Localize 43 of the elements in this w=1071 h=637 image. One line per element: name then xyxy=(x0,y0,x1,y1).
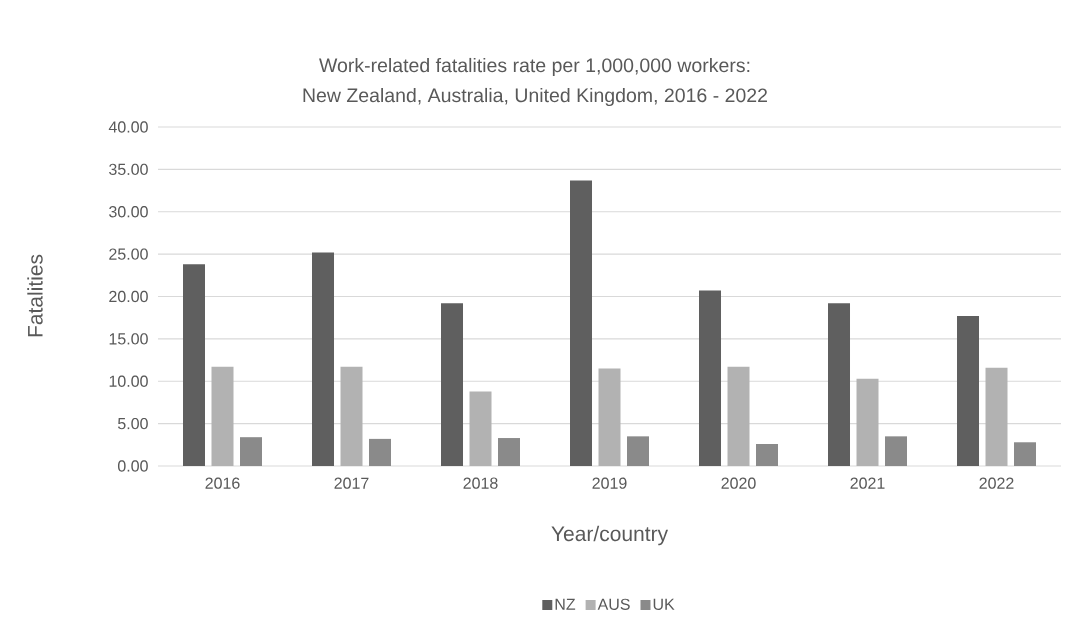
y-tick-label: 25.00 xyxy=(109,248,148,260)
x-tick-label: 2018 xyxy=(463,477,498,489)
bar xyxy=(856,378,879,467)
legend-label: NZ xyxy=(555,598,576,610)
legend-label: UK xyxy=(653,598,675,610)
x-axis-title: Year/country xyxy=(551,525,669,546)
x-tick-label: 2022 xyxy=(979,477,1014,489)
bar xyxy=(183,264,205,467)
y-axis-title: Fatalities xyxy=(27,254,43,337)
bar xyxy=(441,303,463,467)
bar xyxy=(312,252,334,467)
bar xyxy=(828,303,851,467)
bar xyxy=(570,180,592,467)
bar xyxy=(627,436,649,467)
y-tick-label: 30.00 xyxy=(109,206,148,218)
legend-label: AUS xyxy=(597,598,630,610)
bar xyxy=(885,436,908,467)
y-tick-label: 10.00 xyxy=(109,375,148,387)
x-tick-label: 2020 xyxy=(721,477,756,489)
x-tick-label: 2017 xyxy=(334,477,369,489)
bar xyxy=(498,438,520,467)
bar xyxy=(369,438,391,467)
chart-title: Work-related fatalities rate per 1,000,000 workers: New Zealand, Australia, United Kingdom, 2016 - 2022 xyxy=(303,57,767,107)
y-tick-label: 35.00 xyxy=(109,163,148,176)
y-tick-label: 40.00 xyxy=(108,121,148,133)
bar xyxy=(240,437,262,467)
x-tick-label: 2021 xyxy=(850,477,885,489)
y-tick-label: 0.00 xyxy=(117,460,148,472)
bar xyxy=(699,290,721,467)
bar xyxy=(1014,442,1037,467)
bar xyxy=(957,316,980,467)
y-tick-label: 15.00 xyxy=(109,333,148,345)
bar xyxy=(469,391,492,467)
x-tick-label: 2016 xyxy=(205,477,240,489)
bar xyxy=(598,368,621,467)
x-tick-label: 2019 xyxy=(592,477,627,489)
bar xyxy=(340,366,363,467)
bar xyxy=(756,443,778,467)
y-tick-label: 5.00 xyxy=(117,417,148,430)
bar xyxy=(211,366,234,467)
bar xyxy=(985,367,1008,467)
bar xyxy=(727,366,750,467)
y-tick-label: 20.00 xyxy=(109,290,148,303)
